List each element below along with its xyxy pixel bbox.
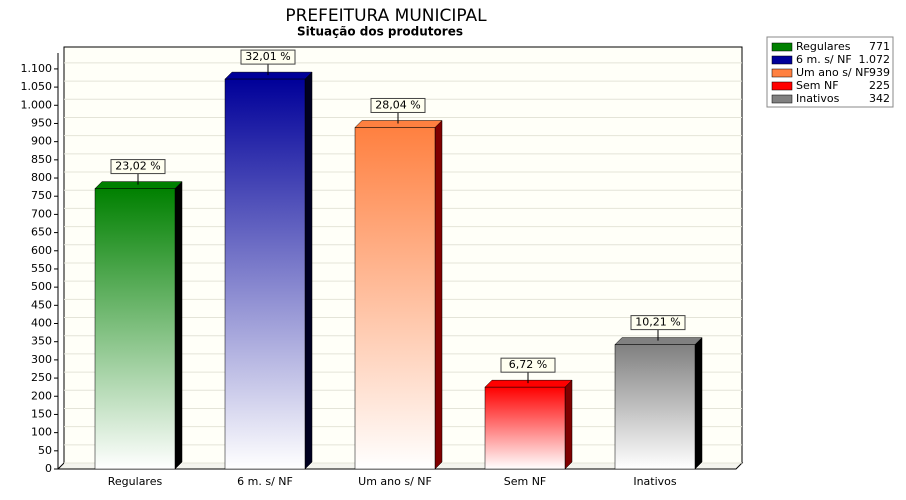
bar [484,386,566,470]
value-label-box [630,315,686,331]
x-tick-label: Regulares [108,475,163,488]
y-tick-label: 1.050 [21,80,53,93]
y-tick-label: 1.100 [21,62,53,75]
legend-swatch [771,94,793,104]
bar-side [434,119,443,470]
y-tick-label: 700 [31,207,52,220]
y-tick-label: 800 [31,171,52,184]
value-label: 6,72 % [509,358,547,371]
value-label: 32,01 % [245,50,290,63]
y-tick-label: 150 [31,407,52,420]
value-label: 28,04 % [375,98,420,111]
bar-side [304,71,313,470]
y-tick-label: 100 [31,426,52,439]
value-label-box [110,159,166,175]
bar-side [564,379,573,470]
bar [614,344,696,470]
y-tick-label: 250 [31,371,52,384]
y-tick-label: 400 [31,317,52,330]
bar-side [694,337,703,470]
legend-label: Regulares [796,40,851,53]
legend-swatch [771,42,793,52]
y-tick-label: 1.000 [21,98,53,111]
y-tick-label: 750 [31,189,52,202]
y-tick-label: 300 [31,353,52,366]
y-tick-label: 850 [31,153,52,166]
legend-value: 225 [869,79,890,92]
chart-title: PREFEITURA MUNICIPAL [285,6,487,26]
y-tick-label: 550 [31,262,52,275]
legend-swatch [771,81,793,91]
bar [224,78,306,470]
value-label-box [240,49,296,65]
legend-label: Inativos [796,92,840,105]
x-tick-label: 6 m. s/ NF [237,475,293,488]
x-tick-label: Sem NF [504,475,547,488]
bar [354,127,436,470]
chart-subtitle: Situação dos produtores [297,25,463,39]
x-tick-label: Um ano s/ NF [358,475,432,488]
value-label: 23,02 % [115,160,160,173]
legend-value: 939 [869,66,890,79]
y-tick-label: 900 [31,135,52,148]
y-tick-label: 50 [38,444,52,457]
legend-swatch [771,68,793,78]
bar [94,188,176,470]
value-label-box [370,97,426,113]
y-tick-label: 200 [31,389,52,402]
legend-value: 1.072 [859,53,891,66]
legend-label: 6 m. s/ NF [796,53,852,66]
legend-value: 771 [869,40,890,53]
y-tick-label: 500 [31,280,52,293]
y-tick-label: 0 [45,462,52,475]
y-tick-label: 650 [31,226,52,239]
value-label: 10,21 % [635,316,680,329]
x-tick-label: Inativos [633,475,677,488]
legend-swatch [771,55,793,65]
y-tick-label: 950 [31,116,52,129]
y-tick-label: 350 [31,335,52,348]
value-label-box [500,357,556,373]
bar-side [174,180,183,470]
legend-value: 342 [869,92,890,105]
y-tick-label: 450 [31,298,52,311]
legend-label: Sem NF [796,79,839,92]
y-tick-label: 600 [31,244,52,257]
legend-label: Um ano s/ NF [796,66,870,79]
